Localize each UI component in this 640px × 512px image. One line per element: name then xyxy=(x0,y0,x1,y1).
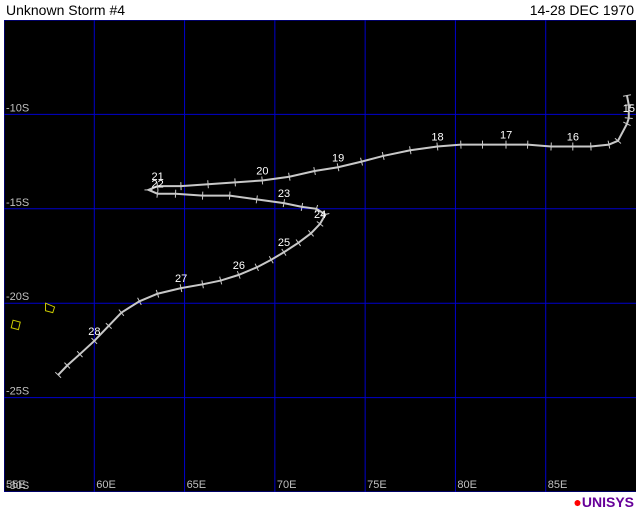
day-label: 17 xyxy=(500,130,512,142)
plot-svg: 55E60E65E70E75E80E85E-5S-10S-15S-20S-25S… xyxy=(4,20,636,492)
x-tick-label: 70E xyxy=(277,479,297,491)
day-label: 19 xyxy=(332,152,344,164)
track-tick xyxy=(262,177,263,185)
land-outline xyxy=(11,320,20,329)
track-tick xyxy=(208,180,209,188)
storm-track xyxy=(58,96,629,375)
brand-text: UNISYS xyxy=(582,494,634,510)
land-outline xyxy=(46,303,55,312)
day-label: 20 xyxy=(256,165,268,177)
day-label: 27 xyxy=(175,273,187,285)
day-label: 24 xyxy=(314,209,326,221)
track-tick xyxy=(289,173,290,181)
plot-area: 55E60E65E70E75E80E85E-5S-10S-15S-20S-25S… xyxy=(4,20,636,492)
y-tick-label: -25S xyxy=(6,386,29,398)
chart-title: Unknown Storm #4 xyxy=(6,2,125,18)
track-tick xyxy=(157,190,158,198)
day-label: 25 xyxy=(278,237,290,249)
brand-dot: ● xyxy=(573,494,581,510)
day-label: 26 xyxy=(233,260,245,272)
y-tick-label: -15S xyxy=(6,197,29,209)
y-tick-label: -10S xyxy=(6,102,29,114)
x-tick-label: 65E xyxy=(187,479,207,491)
x-tick-label: 60E xyxy=(96,479,116,491)
chart-container: Unknown Storm #4 14-28 DEC 1970 55E60E65… xyxy=(0,0,640,512)
x-tick-label: 80E xyxy=(457,479,477,491)
day-label: 22 xyxy=(151,179,163,191)
track-tick xyxy=(283,199,284,207)
x-tick-label: 75E xyxy=(367,479,387,491)
track-tick xyxy=(235,178,236,186)
day-label: 28 xyxy=(88,326,100,338)
y-tick-label: -30S xyxy=(6,480,29,492)
x-tick-label: 85E xyxy=(548,479,568,491)
chart-date-range: 14-28 DEC 1970 xyxy=(530,2,634,18)
day-label: 16 xyxy=(567,131,579,143)
track-tick xyxy=(301,203,302,211)
track-tick xyxy=(256,195,257,203)
day-label: 15 xyxy=(623,103,635,115)
track-tick xyxy=(410,146,411,154)
day-label: 23 xyxy=(278,188,290,200)
track-tick xyxy=(229,192,230,200)
day-label: 18 xyxy=(431,131,443,143)
track-tick xyxy=(625,118,633,119)
track-tick xyxy=(437,143,438,151)
y-tick-label: -20S xyxy=(6,291,29,303)
brand-logo: ●UNISYS xyxy=(573,494,634,510)
